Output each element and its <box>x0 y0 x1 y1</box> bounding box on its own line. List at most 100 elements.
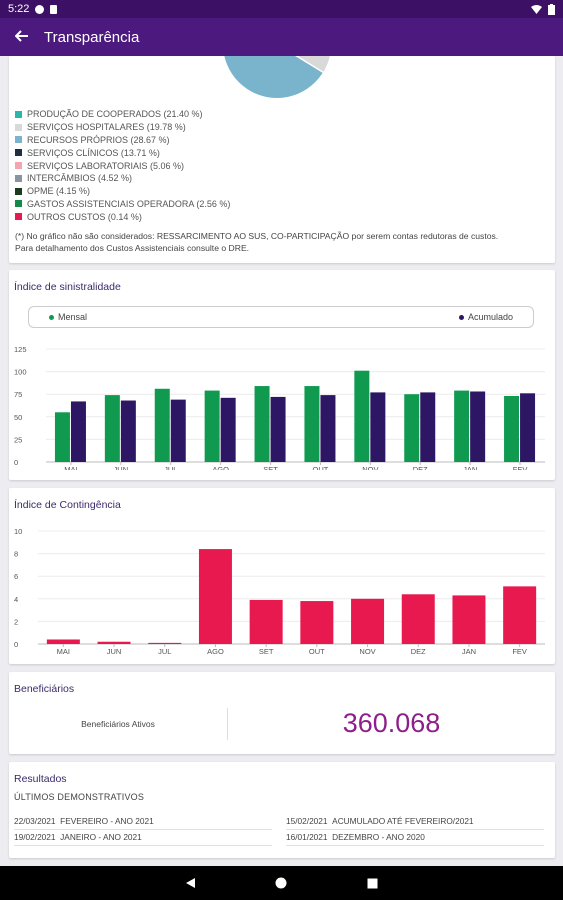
x-tick-label: DEZ <box>411 647 426 656</box>
resultado-date: 19/02/2021 <box>14 832 56 842</box>
status-time: 5:22 <box>8 3 30 15</box>
cost-legend-item: RECURSOS PRÓPRIOS (28.67 %) <box>15 134 230 147</box>
x-tick-label: JUL <box>158 647 171 656</box>
pie-separator <box>295 56 324 73</box>
system-nav-bar <box>0 866 563 900</box>
bar-out-mensal[interactable] <box>304 386 320 462</box>
resultados-card: Resultados ÚLTIMOS DEMONSTRATIVOS 22/03/… <box>9 762 555 858</box>
cost-legend-item: OPME (4.15 %) <box>15 185 230 198</box>
legend-mensal[interactable]: Mensal <box>49 312 87 322</box>
divider <box>286 845 544 846</box>
cost-legend-item: OUTROS CUSTOS (0.14 %) <box>15 210 230 223</box>
bar-fev-acumulado[interactable] <box>520 393 536 462</box>
x-tick-label: MAI <box>57 647 70 656</box>
resultado-item[interactable]: 15/02/2021 ACUMULADO ATÉ FEVEREIRO/2021 <box>286 816 474 826</box>
x-tick-label: OUT <box>313 465 329 470</box>
cost-legend-label: INTERCÂMBIOS (4.52 %) <box>27 173 133 184</box>
cost-pie-chart <box>224 56 330 98</box>
beneficiarios-title: Beneficiários <box>14 683 75 695</box>
cost-legend-label: SERVIÇOS CLÍNICOS (13.71 %) <box>27 147 160 158</box>
resultados-title: Resultados <box>14 773 67 785</box>
x-tick-label: FEV <box>512 647 527 656</box>
nav-back-button[interactable] <box>170 866 210 900</box>
bar-set[interactable] <box>249 599 283 644</box>
legend-swatch <box>15 149 22 157</box>
y-tick-label: 25 <box>14 435 22 444</box>
bar-nov-mensal[interactable] <box>354 370 370 462</box>
back-button[interactable] <box>0 27 44 48</box>
x-tick-label: JAN <box>463 465 477 470</box>
x-tick-label: OUT <box>309 647 325 656</box>
bar-dez-mensal[interactable] <box>404 394 420 462</box>
legend-swatch <box>15 200 22 208</box>
contingencia-card: Índice de Contingência 0 2 4 6 8 10 MAI JUN JUL A… <box>9 488 555 664</box>
cost-legend-label: SERVIÇOS HOSPITALARES (19.78 %) <box>27 122 186 133</box>
resultado-item[interactable]: 16/01/2021 DEZEMBRO - ANO 2020 <box>286 832 425 842</box>
cost-legend-label: OUTROS CUSTOS (0.14 %) <box>27 211 142 222</box>
beneficiarios-body: Beneficiários Ativos 360.068 <box>9 700 555 750</box>
contingencia-chart: 0 2 4 6 8 10 MAI JUN JUL AGO SET OUT NOV DEZ JAN FEV <box>14 527 545 656</box>
cost-legend-label: RECURSOS PRÓPRIOS (28.67 %) <box>27 134 170 145</box>
cost-legend-item: GASTOS ASSISTENCIAIS OPERADORA (2.56 %) <box>15 198 230 211</box>
legend-swatch <box>15 136 22 144</box>
nav-recents-button[interactable] <box>352 866 392 900</box>
legend-swatch <box>15 123 22 131</box>
bar-dez[interactable] <box>401 594 435 644</box>
legend-acumulado[interactable]: Acumulado <box>458 312 513 322</box>
bar-jan-mensal[interactable] <box>454 390 470 462</box>
cost-breakdown-card: PRODUÇÃO DE COOPERADOS (21.40 %) SERVIÇOS… <box>9 56 555 263</box>
divider <box>14 845 272 846</box>
bar-jun-mensal[interactable] <box>104 395 120 462</box>
bar-set-acumulado[interactable] <box>270 396 286 462</box>
bar-nov[interactable] <box>351 598 385 644</box>
y-tick-label: 125 <box>14 345 27 354</box>
resultado-item[interactable]: 22/03/2021 FEVEREIRO - ANO 2021 <box>14 816 154 826</box>
bar-mai-mensal[interactable] <box>54 412 70 462</box>
bar-jun-acumulado[interactable] <box>120 400 136 462</box>
bar-nov-acumulado[interactable] <box>370 392 386 462</box>
wifi-icon <box>531 5 542 14</box>
divider <box>14 829 272 830</box>
resultado-desc: DEZEMBRO - ANO 2020 <box>332 832 425 842</box>
bar-ago-acumulado[interactable] <box>220 397 236 462</box>
legend-swatch <box>15 162 22 170</box>
app-title: Transparência <box>44 28 140 46</box>
x-tick-label: JAN <box>462 647 476 656</box>
bar-mai-acumulado[interactable] <box>70 401 86 462</box>
bar-dez-acumulado[interactable] <box>420 392 436 462</box>
x-tick-label: JUN <box>114 465 129 470</box>
bar-jul-mensal[interactable] <box>154 388 170 462</box>
pie-slice-hospitalares <box>296 56 330 73</box>
bar-jul-acumulado[interactable] <box>170 399 186 462</box>
bar-set-mensal[interactable] <box>254 386 270 462</box>
bar-out-acumulado[interactable] <box>320 395 336 462</box>
bar-jul[interactable] <box>148 642 182 644</box>
cost-note-line2: Para detalhamento dos Custos Assistencia… <box>15 243 250 253</box>
beneficiarios-divider <box>227 708 228 740</box>
bar-jan[interactable] <box>452 595 486 644</box>
nav-home-button[interactable] <box>261 866 301 900</box>
notification-icon <box>35 4 45 14</box>
bar-ago[interactable] <box>198 549 232 644</box>
cost-legend-label: GASTOS ASSISTENCIAIS OPERADORA (2.56 %) <box>27 198 231 209</box>
y-tick-label: 0 <box>14 458 18 467</box>
bar-mai[interactable] <box>46 639 80 644</box>
bar-ago-mensal[interactable] <box>204 390 220 462</box>
bar-jan-acumulado[interactable] <box>470 391 486 462</box>
sinistralidade-card: Índice de sinistralidade Mensal Acumulad… <box>9 270 555 480</box>
y-tick-label: 4 <box>14 595 18 604</box>
resultado-item[interactable]: 19/02/2021 JANEIRO - ANO 2021 <box>14 832 142 842</box>
beneficiarios-label: Beneficiários Ativos <box>81 719 155 729</box>
arrow-back-icon <box>14 29 28 42</box>
nav-home-icon <box>275 877 287 889</box>
bar-fev[interactable] <box>503 586 537 644</box>
sinistralidade-legend: Mensal Acumulado <box>28 306 534 328</box>
cost-legend: PRODUÇÃO DE COOPERADOS (21.40 %) SERVIÇOS… <box>15 108 230 223</box>
legend-swatch <box>15 213 22 221</box>
bar-fev-mensal[interactable] <box>504 396 520 462</box>
x-tick-label: NOV <box>359 647 375 656</box>
legend-acumulado-label: Acumulado <box>467 312 513 322</box>
bar-jun[interactable] <box>97 641 131 644</box>
bar-out[interactable] <box>300 601 334 644</box>
x-tick-label: DEZ <box>413 465 428 470</box>
